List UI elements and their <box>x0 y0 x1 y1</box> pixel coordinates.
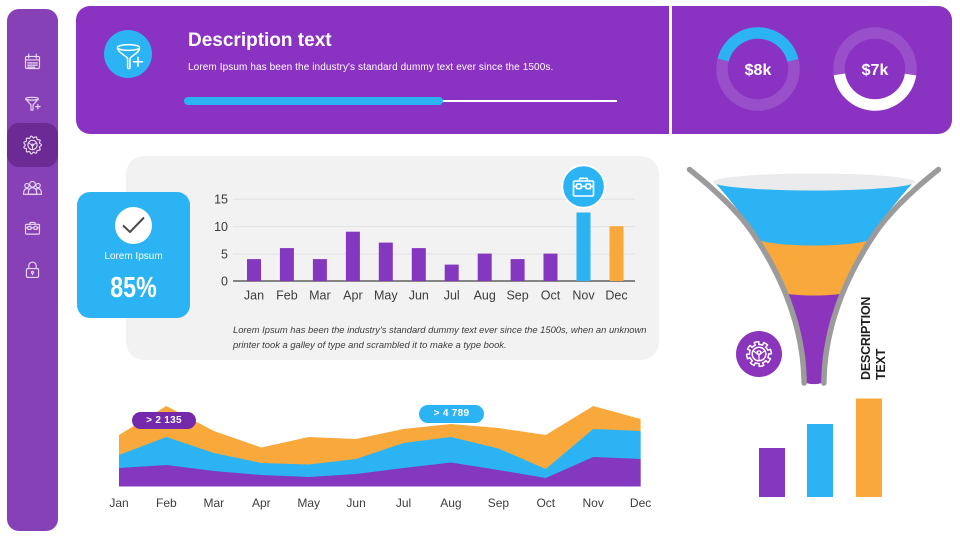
svg-text:Aug: Aug <box>440 496 461 510</box>
svg-text:May: May <box>297 496 320 510</box>
svg-text:15: 15 <box>214 193 228 207</box>
svg-text:Jan: Jan <box>244 289 264 303</box>
svg-text:Oct: Oct <box>536 496 555 510</box>
svg-text:Feb: Feb <box>156 496 177 510</box>
svg-text:$7k: $7k <box>862 62 889 79</box>
svg-text:Jan: Jan <box>109 496 128 510</box>
svg-text:Feb: Feb <box>276 289 298 303</box>
svg-text:Apr: Apr <box>252 496 271 510</box>
svg-text:Sep: Sep <box>506 289 528 303</box>
svg-text:Aug: Aug <box>474 289 496 303</box>
svg-text:Sep: Sep <box>488 496 510 510</box>
svg-text:Dec: Dec <box>630 496 651 510</box>
svg-text:5: 5 <box>221 248 228 262</box>
svg-text:Oct: Oct <box>541 289 561 303</box>
svg-text:Nov: Nov <box>572 289 595 303</box>
svg-text:Jun: Jun <box>346 496 365 510</box>
svg-text:May: May <box>374 289 398 303</box>
svg-text:Jun: Jun <box>409 289 429 303</box>
svg-text:$8k: $8k <box>745 62 772 79</box>
svg-text:Nov: Nov <box>583 496 604 510</box>
svg-text:Jul: Jul <box>396 496 411 510</box>
svg-text:Jul: Jul <box>444 289 460 303</box>
svg-text:Mar: Mar <box>309 289 331 303</box>
svg-text:10: 10 <box>214 220 228 234</box>
svg-text:Dec: Dec <box>605 289 627 303</box>
svg-text:Apr: Apr <box>343 289 362 303</box>
svg-text:Mar: Mar <box>203 496 224 510</box>
svg-text:0: 0 <box>221 275 228 289</box>
